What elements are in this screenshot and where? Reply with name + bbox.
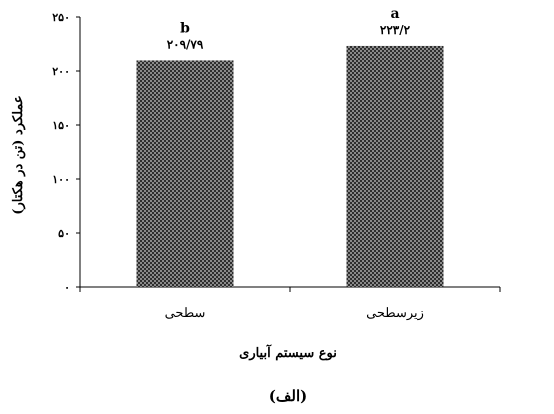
significance-letter: b — [180, 20, 190, 36]
y-tick-label: ۰ — [64, 281, 70, 294]
bar — [136, 60, 234, 287]
y-tick-label: ۱۵۰ — [52, 119, 70, 132]
data-label: ۲۲۳/۲ — [380, 23, 411, 37]
significance-letter: a — [390, 6, 399, 22]
data-label: ۲۰۹/۷۹ — [167, 37, 204, 51]
labels: ۲۰۹/۷۹b سطحی ۲۲۳/۲a زیرسطحی — [165, 6, 424, 321]
x-tick-label: زیرسطحی — [366, 306, 424, 321]
y-tick-label: ۲۵۰ — [52, 11, 70, 24]
figure-caption: (الف) — [269, 387, 307, 405]
x-axis-title: نوع سیستم آبیاری — [239, 344, 337, 361]
y-tick-label: ۱۰۰ — [52, 173, 70, 186]
x-tick-label: سطحی — [165, 306, 206, 321]
y-tick-label: ۲۰۰ — [52, 65, 70, 78]
y-axis-title: عملکرد (تن در هکتار) — [11, 95, 26, 214]
bars — [136, 45, 444, 287]
bar — [346, 45, 444, 287]
y-tick-label: ۵۰ — [58, 227, 70, 240]
